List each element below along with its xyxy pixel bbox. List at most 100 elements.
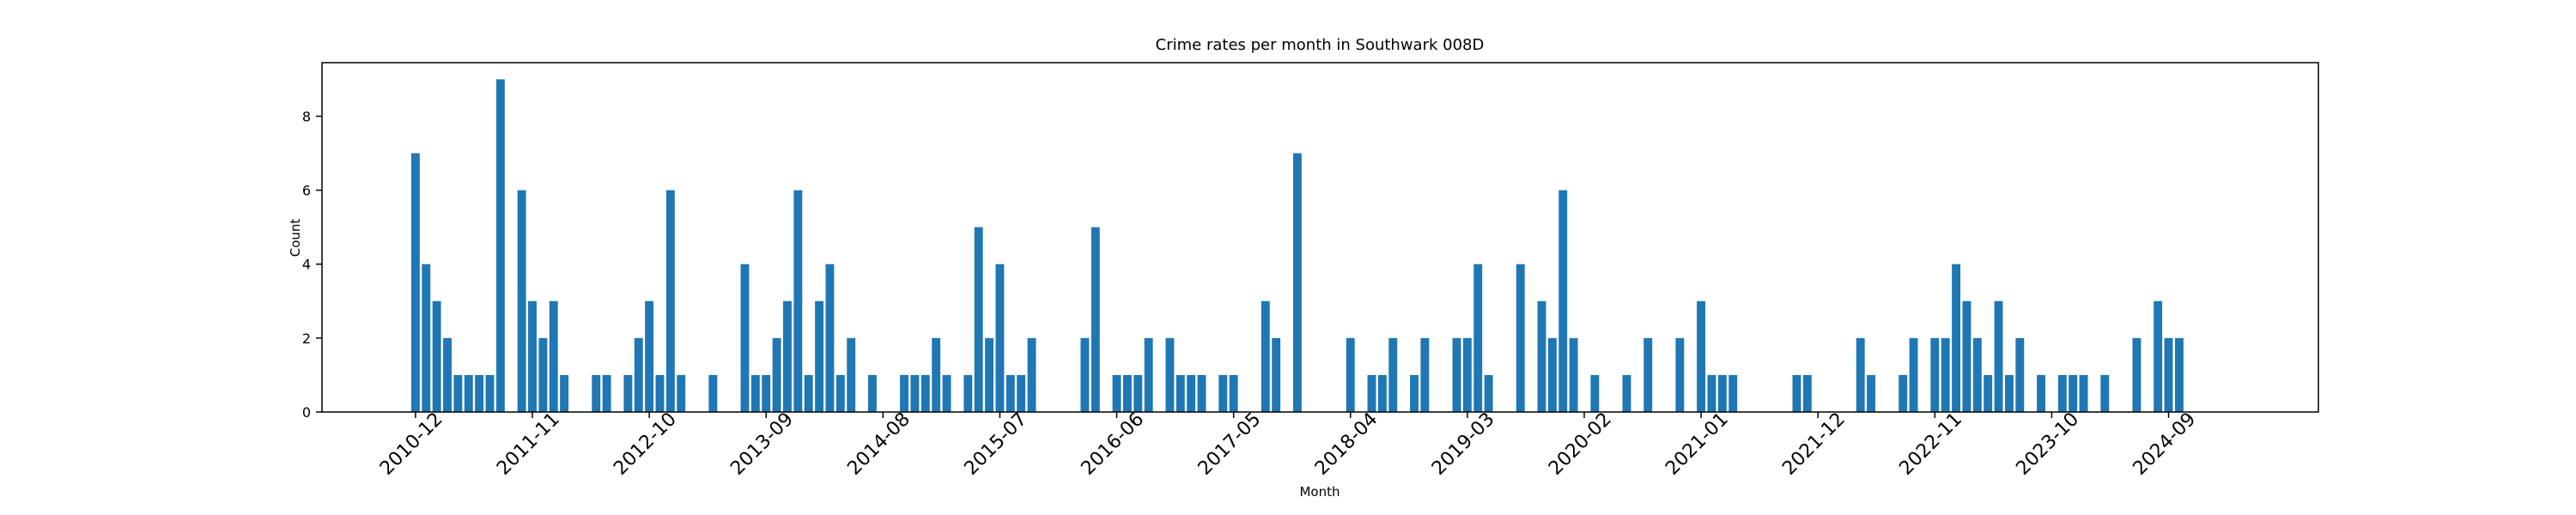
x-tick-label: 2013-09	[726, 409, 798, 480]
bar	[2132, 337, 2142, 412]
x-tick-label: 2019-03	[1428, 409, 1499, 480]
bar	[1420, 337, 1430, 412]
x-tick-label: 2021-12	[1778, 409, 1850, 480]
bar	[910, 374, 920, 412]
bar	[2004, 374, 2014, 412]
bar	[1462, 337, 1472, 412]
bar	[1558, 190, 1568, 413]
bar	[528, 300, 537, 412]
bar	[835, 374, 845, 412]
bar	[1516, 264, 1525, 412]
bar	[1197, 374, 1206, 412]
bar	[985, 337, 994, 412]
bar	[1176, 374, 1185, 412]
bar	[560, 374, 569, 412]
bar	[932, 337, 941, 412]
bar	[1899, 374, 1908, 412]
x-tick-label: 2017-05	[1194, 409, 1266, 480]
bar	[2174, 337, 2184, 412]
bar	[1802, 374, 1812, 412]
bar	[495, 79, 505, 412]
bar	[2154, 300, 2163, 412]
bar	[847, 337, 856, 412]
x-tick-label: 2011-11	[493, 409, 564, 480]
bar	[517, 190, 526, 413]
x-tick-label: 2022-11	[1895, 409, 1966, 480]
bar	[645, 300, 654, 412]
bar	[538, 337, 548, 412]
bar	[1728, 374, 1738, 412]
x-tick-label: 2018-04	[1311, 409, 1382, 480]
bar	[410, 153, 420, 412]
bar	[1229, 374, 1238, 412]
bar	[1367, 374, 1376, 412]
x-tick-label: 2024-09	[2129, 409, 2201, 480]
bar	[475, 374, 484, 412]
bar	[1005, 374, 1015, 412]
bar	[602, 374, 611, 412]
bar	[868, 374, 877, 412]
bar	[963, 374, 973, 412]
bar	[804, 374, 813, 412]
bar	[1017, 374, 1026, 412]
bar	[422, 264, 431, 412]
bar	[1484, 374, 1493, 412]
plot-frame	[321, 62, 2319, 413]
bar	[677, 374, 686, 412]
bar	[1707, 374, 1716, 412]
x-tick-label: 2014-08	[843, 409, 914, 480]
bar	[2057, 374, 2067, 412]
x-tick-label: 2016-06	[1078, 409, 1149, 480]
bar	[2015, 337, 2025, 412]
x-tick-label: 2023-10	[2012, 409, 2083, 480]
bar	[1909, 337, 1918, 412]
bar	[1675, 337, 1685, 412]
y-tick-label: 4	[302, 257, 311, 273]
bar	[1622, 374, 1631, 412]
bar	[1569, 337, 1578, 412]
bar	[1962, 300, 1971, 412]
bar	[772, 337, 781, 412]
bar	[2079, 374, 2088, 412]
x-tick-label: 2015-07	[961, 409, 1032, 480]
y-tick-label: 8	[302, 108, 311, 124]
bar	[655, 374, 665, 412]
bar	[453, 374, 463, 412]
bar	[1941, 337, 1950, 412]
x-tick-label: 2010-12	[376, 409, 447, 480]
bar	[1984, 374, 1993, 412]
bar	[485, 374, 495, 412]
bar	[920, 374, 930, 412]
bar	[2037, 374, 2045, 412]
bar	[783, 300, 792, 412]
bar	[708, 374, 718, 412]
bar	[1867, 374, 1876, 412]
bar	[1452, 337, 1461, 412]
bar	[665, 190, 675, 413]
y-tick-label: 2	[302, 330, 311, 347]
bar	[1346, 337, 1355, 412]
bar	[1165, 337, 1175, 412]
bar	[1133, 374, 1143, 412]
bar	[1717, 374, 1727, 412]
bar	[1080, 337, 1090, 412]
bar	[1590, 374, 1600, 412]
bar	[942, 374, 951, 412]
y-tick-label: 0	[302, 404, 311, 421]
bar	[1027, 337, 1036, 412]
bar	[1122, 374, 1132, 412]
y-tick-label: 6	[302, 183, 311, 199]
bar	[995, 264, 1005, 412]
x-tick-label: 2020-02	[1545, 409, 1616, 480]
bar	[1537, 300, 1546, 412]
y-axis-label: Count	[288, 219, 303, 258]
bar	[2100, 374, 2110, 412]
bar	[1272, 337, 1281, 412]
bar	[623, 374, 633, 412]
bar	[1261, 300, 1270, 412]
bar	[1972, 337, 1982, 412]
bar	[464, 374, 473, 412]
bar	[762, 374, 771, 412]
bar	[1112, 374, 1121, 412]
